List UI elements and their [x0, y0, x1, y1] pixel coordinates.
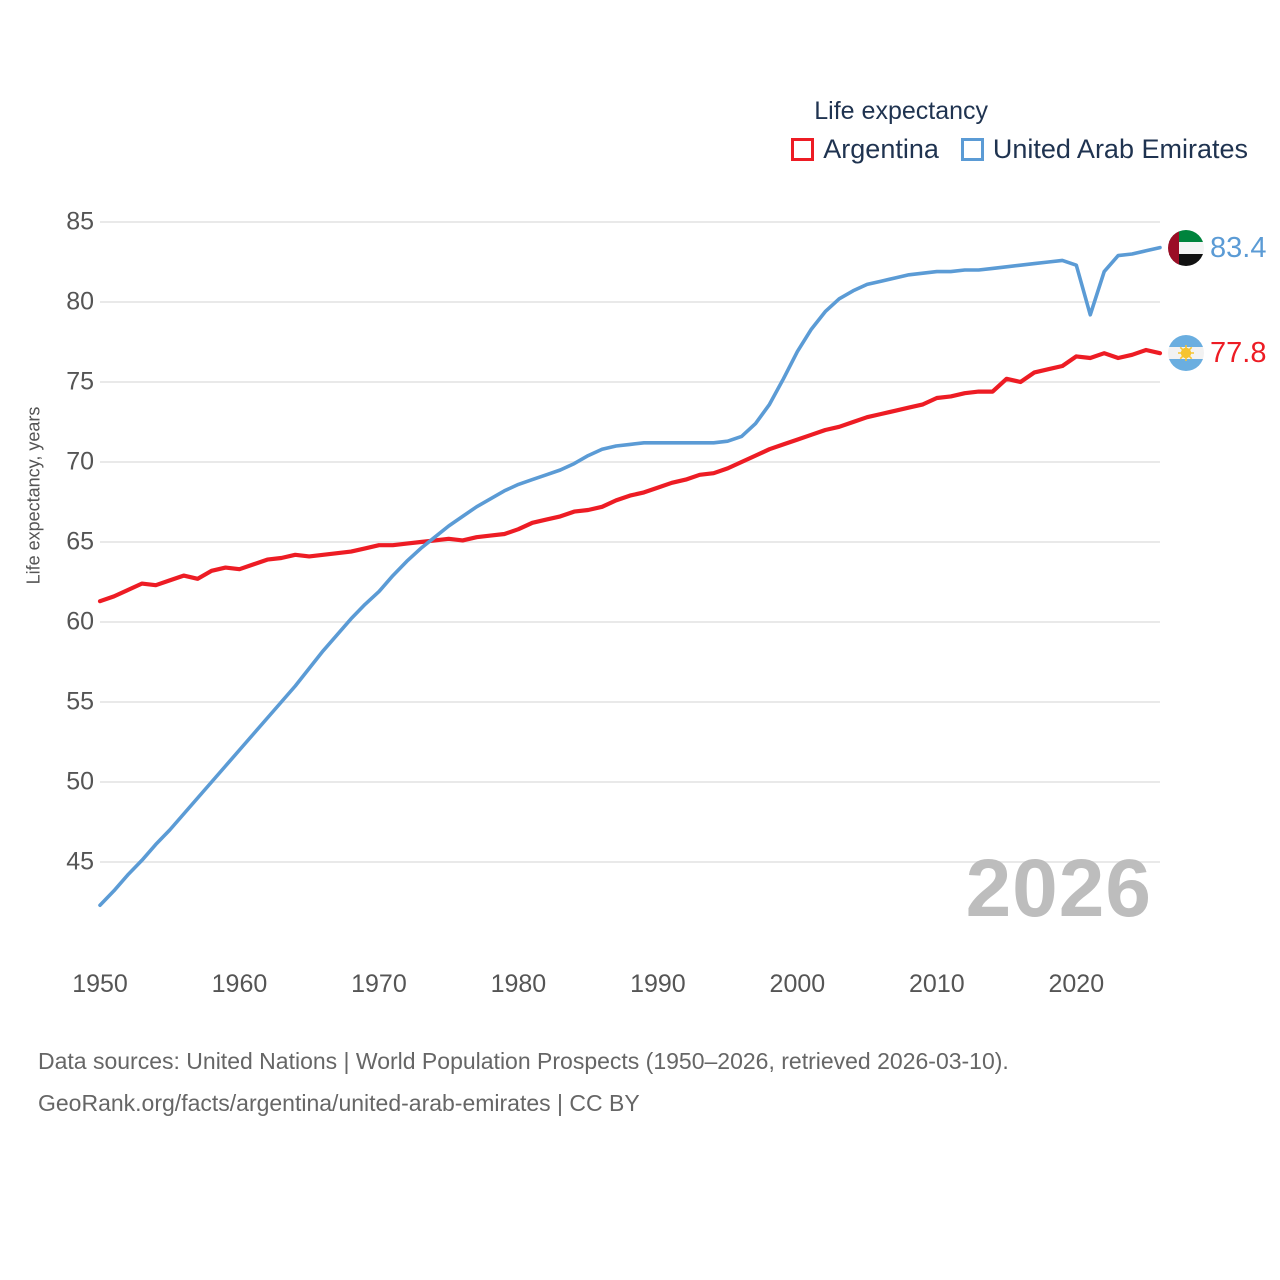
- end-label-argentina: 77.8: [1168, 335, 1267, 372]
- series-line-argentina: [97, 347, 1163, 604]
- x-axis-tick-label: 1980: [490, 970, 547, 998]
- y-axis-tick-label: 85: [66, 207, 94, 236]
- argentina-flag-icon: [1168, 335, 1204, 372]
- y-axis-tick-label: 60: [66, 607, 94, 636]
- legend-label-argentina: Argentina: [823, 134, 939, 164]
- x-axis-tick-label: 1960: [211, 970, 268, 998]
- legend-title: Life expectancy: [814, 97, 988, 125]
- year-watermark: 2026: [965, 843, 1152, 934]
- x-axis-tick-label: 2020: [1048, 970, 1105, 998]
- end-label-united-arab-emirates: 83.4: [1168, 229, 1267, 266]
- x-axis-tick-label: 1950: [72, 970, 128, 998]
- legend-swatch-united-arab-emirates: [960, 137, 984, 161]
- footer-sources: Data sources: United Nations | World Pop…: [38, 1040, 1238, 1124]
- y-axis-tick-label: 50: [66, 767, 94, 796]
- chart-legend: Life expectancy Argentina United Arab Em…: [600, 96, 1250, 164]
- y-axis-tick-label: 80: [66, 287, 94, 316]
- x-axis-tick-label: 1970: [351, 970, 407, 998]
- uae-flag-icon: [1168, 229, 1204, 266]
- footer-line-2: GeoRank.org/facts/argentina/united-arab-…: [38, 1090, 640, 1116]
- y-axis-tick-label: 75: [66, 367, 94, 396]
- x-axis-tick-label: 2000: [769, 970, 826, 998]
- legend-label-united-arab-emirates: United Arab Emirates: [992, 134, 1248, 164]
- y-axis-tick-label: 70: [66, 447, 94, 476]
- y-axis-tick-label: 45: [66, 847, 94, 876]
- legend-swatch-argentina: [791, 137, 815, 161]
- y-axis-title: Life expectancy, years: [23, 406, 44, 585]
- series-lines: [97, 245, 1163, 908]
- x-axis-tick-label: 1990: [630, 970, 686, 998]
- y-axis-tick-label: 65: [66, 527, 94, 556]
- x-axis-tick-label: 2010: [909, 970, 965, 998]
- series-line-united-arab-emirates: [98, 245, 1162, 908]
- legend-items: Argentina United Arab Emirates: [600, 134, 1250, 164]
- end-value-united-arab-emirates: 83.4: [1210, 231, 1267, 264]
- y-axis-tick-label: 55: [66, 687, 94, 716]
- end-value-argentina: 77.8: [1210, 337, 1267, 370]
- footer-line-1: Data sources: United Nations | World Pop…: [38, 1048, 1009, 1074]
- legend-item-argentina[interactable]: Argentina: [791, 134, 939, 164]
- gridlines: [100, 221, 1160, 863]
- legend-item-united-arab-emirates[interactable]: United Arab Emirates: [960, 134, 1248, 164]
